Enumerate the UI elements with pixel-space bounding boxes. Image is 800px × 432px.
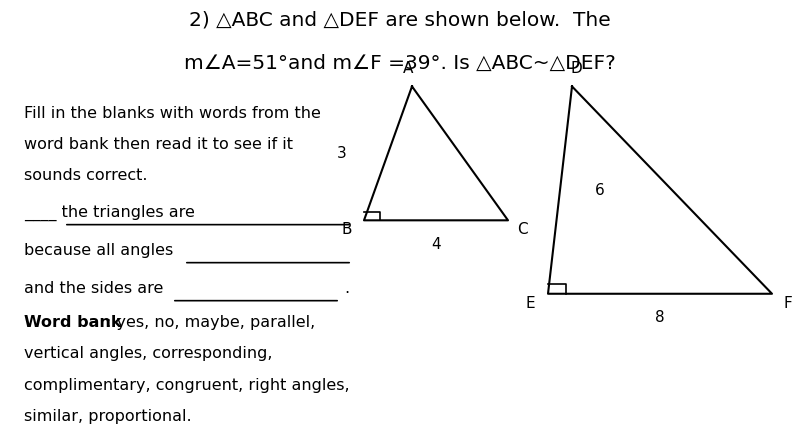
Text: Fill in the blanks with words from the: Fill in the blanks with words from the (24, 106, 321, 121)
Text: .: . (344, 281, 349, 296)
Text: B: B (341, 222, 352, 238)
Text: 4: 4 (431, 237, 441, 252)
Text: ____ the triangles are: ____ the triangles are (24, 205, 200, 222)
Text: 6: 6 (594, 183, 604, 197)
Text: complimentary, congruent, right angles,: complimentary, congruent, right angles, (24, 378, 350, 393)
Text: E: E (526, 296, 535, 311)
Text: because all angles: because all angles (24, 243, 178, 258)
Text: : yes, no, maybe, parallel,: : yes, no, maybe, parallel, (106, 315, 316, 330)
Text: 2) △ABC and △DEF are shown below.  The: 2) △ABC and △DEF are shown below. The (189, 11, 611, 30)
Text: sounds correct.: sounds correct. (24, 168, 147, 183)
Text: 3: 3 (337, 146, 346, 161)
Text: vertical angles, corresponding,: vertical angles, corresponding, (24, 346, 273, 362)
Text: D: D (570, 60, 582, 76)
Text: C: C (517, 222, 528, 238)
Text: and the sides are: and the sides are (24, 281, 169, 296)
Text: F: F (784, 296, 792, 311)
Text: word bank then read it to see if it: word bank then read it to see if it (24, 137, 293, 152)
Text: similar, proportional.: similar, proportional. (24, 409, 192, 424)
Text: m∠A=51°and m∠F =39°. Is △ABC~△DEF?: m∠A=51°and m∠F =39°. Is △ABC~△DEF? (184, 54, 616, 73)
Text: 8: 8 (655, 310, 665, 325)
Text: Word bank: Word bank (24, 315, 122, 330)
Text: A: A (403, 60, 413, 76)
